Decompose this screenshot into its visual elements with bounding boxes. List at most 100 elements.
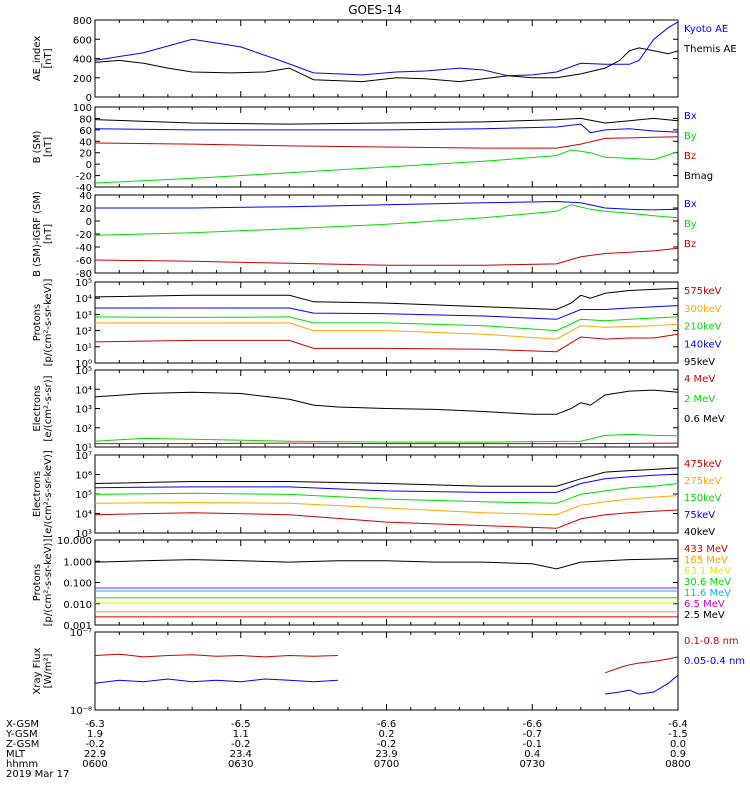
legend-entry: 0.1-0.8 nm [684, 636, 739, 647]
panel-2: -80 -60 -40 -20 0 20 40 B (SM)-IGRF (SM) [nT] Bx B… [32, 191, 697, 280]
ephem-value: -6.5 [231, 719, 251, 730]
ephem-value: -6.6 [377, 719, 397, 730]
legend-entry: Kyoto AE [684, 24, 728, 35]
legend-entry: Bz [684, 151, 696, 162]
ephem-value: 0700 [374, 759, 399, 770]
legend-entry: 40keV [684, 527, 715, 538]
legend-entry: 575keV [684, 286, 722, 297]
y-tick-label: 10⁵ [75, 366, 92, 377]
ephem-value: 0600 [82, 759, 107, 770]
y-tick-label: 0.010 [63, 600, 92, 611]
ephem-value: -0.1 [522, 739, 542, 750]
ephem-date: 2019 Mar 17 [6, 769, 69, 780]
y-tick-label: 10² [75, 327, 92, 338]
y-tick-label: 1.000 [63, 557, 92, 568]
y-axis-label: [nT] [43, 48, 54, 68]
ephem-value: 0.9 [670, 749, 686, 760]
series-line [95, 200, 679, 211]
legend-entry: 63.1 MeV [684, 566, 731, 577]
y-tick-label: 10³ [75, 310, 92, 321]
y-tick-label: 60 [79, 126, 92, 137]
legend-entry: 95keV [684, 357, 715, 368]
legend-entry: 150keV [684, 493, 722, 504]
legend-entry: 165 MeV [684, 555, 728, 566]
series-line [94, 204, 679, 236]
ephem-value: 0800 [665, 759, 690, 770]
ephem-value: -1.5 [668, 729, 688, 740]
y-tick-label: 600 [73, 35, 92, 46]
legend-entry: 2 MeV [684, 394, 715, 405]
y-tick-label: 10⁰ [75, 359, 92, 370]
series-line [94, 247, 679, 266]
ephemeris-table: X-GSM -6.3 -6.5 -6.6 -6.6 -6.4Y-GSM 1.9 1.1 0.2-… [5, 719, 691, 780]
series-line [95, 305, 679, 320]
series-line [94, 433, 679, 443]
y-axis-label: B (SM) [32, 130, 43, 163]
y-tick-label: 10¹ [75, 443, 92, 454]
series-line [94, 316, 679, 332]
panel-0: 0 200 400 600 800 AE_index [nT] Kyoto AE Themis … [32, 16, 737, 104]
y-tick-label: 200 [73, 74, 92, 85]
y-tick-label: 40 [79, 137, 92, 148]
y-tick-label: 0 [86, 160, 92, 171]
chart-title: GOES-14 [348, 3, 402, 17]
legend-entry: 2.5 MeV [684, 610, 725, 621]
series-line [94, 473, 679, 493]
ephem-value: 1.9 [87, 729, 103, 740]
y-tick-label: 10⁵ [75, 278, 92, 289]
series-line [94, 558, 679, 570]
legend-entry: Bz [684, 239, 696, 250]
y-axis-label: Xray Flux [32, 647, 43, 694]
ephem-value: -0.2 [85, 739, 105, 750]
legend-entry: Themis AE [683, 44, 737, 55]
legend-entry: 0.6 MeV [684, 414, 725, 425]
series-line [94, 467, 679, 487]
series-line [94, 287, 679, 311]
panel-frame [94, 631, 679, 711]
ephem-value: 1.1 [233, 729, 249, 740]
series-line [94, 117, 679, 125]
y-tick-label: -40 [76, 243, 92, 254]
panel-6: 0.001 0.010 0.100 1.000 10.000 Protons [p/(cm²… [32, 536, 731, 632]
y-tick-label: 10² [75, 424, 92, 435]
ephem-value: -0.7 [522, 729, 542, 740]
legend-entry: 4 MeV [684, 374, 715, 385]
y-tick-label: 80 [79, 114, 92, 125]
series-line [94, 678, 338, 684]
series-line [94, 123, 679, 134]
series-line [94, 389, 679, 415]
series-line [94, 333, 679, 353]
y-axis-label: [p/(cm²-s-sr-keV)] [43, 539, 54, 627]
y-tick-label: 10⁻⁷ [70, 628, 92, 639]
legend-entry: 11.6 MeV [684, 588, 731, 599]
ephem-value: 23.9 [375, 749, 397, 760]
y-tick-label: -40 [76, 183, 92, 194]
y-axis-label: [W/m²] [43, 653, 54, 688]
legend-entry: 140keV [684, 339, 722, 350]
y-tick-label: 20 [79, 149, 92, 160]
y-axis-label: [e/(cm²-s-sr)] [43, 375, 54, 441]
y-axis-label: B (SM)-IGRF (SM) [32, 191, 43, 277]
y-axis-label: [e/(cm²-s-sr-keV)] [43, 450, 54, 538]
series-line [94, 21, 679, 77]
y-tick-label: 0 [86, 217, 92, 228]
y-tick-label: 20 [79, 204, 92, 215]
legend-entry: 0.05-0.4 nm [684, 656, 745, 667]
ephem-value: -6.6 [522, 719, 542, 730]
legend-entry: 300keV [684, 304, 722, 315]
legend-entry: 75keV [684, 510, 715, 521]
ephem-value: -0.2 [231, 739, 251, 750]
legend-entry: By [684, 219, 697, 230]
y-axis-label: Electrons [32, 385, 43, 431]
y-tick-label: 400 [73, 55, 92, 66]
y-tick-label: 0.100 [63, 579, 92, 590]
ephem-value: 0.0 [670, 739, 686, 750]
panel-frame [94, 19, 679, 98]
y-axis-label: [nT] [43, 224, 54, 244]
y-tick-label: 10⁻⁸ [70, 706, 92, 717]
ephem-value: -0.2 [377, 739, 397, 750]
y-tick-label: 10⁶ [75, 471, 92, 482]
y-axis-label: AE_index [32, 36, 43, 82]
